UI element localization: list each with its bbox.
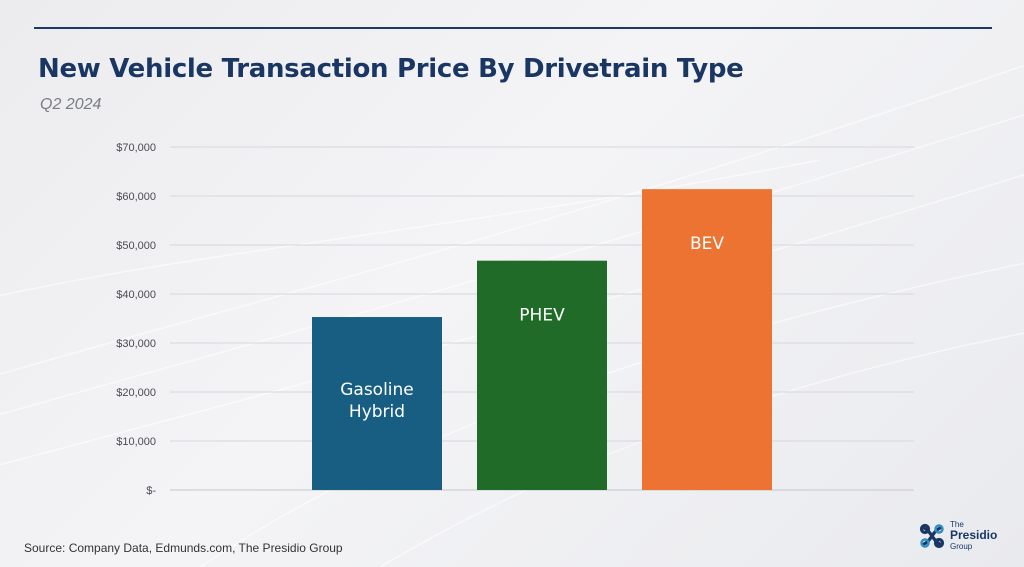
logo-text-group: Group: [950, 542, 973, 551]
bars: [312, 189, 772, 490]
top-divider: [34, 27, 992, 29]
y-tick-label: $20,000: [116, 387, 156, 399]
bar-label: BEV: [690, 234, 724, 254]
logo-text-the: The: [950, 520, 964, 529]
y-axis-ticks: $- $10,000 $20,000 $30,000 $40,000 $50,000 $60…: [116, 142, 156, 497]
y-tick-label: $10,000: [116, 436, 156, 448]
chart-title: New Vehicle Transaction Price By Drivetr…: [38, 54, 744, 84]
logo-text-presidio: Presidio: [950, 528, 998, 542]
bar-label: PHEV: [519, 306, 565, 326]
bar-gasoline-hybrid: [312, 317, 442, 490]
presidio-logo-icon: [919, 523, 945, 549]
y-tick-label: $30,000: [116, 338, 156, 350]
y-tick-label: $60,000: [116, 191, 156, 203]
y-tick-label: $70,000: [116, 142, 156, 154]
bar-labels: Gasoline Hybrid PHEV BEV: [340, 234, 724, 422]
bar-phev: [477, 260, 607, 490]
y-tick-label: $40,000: [116, 289, 156, 301]
y-tick-label: $-: [146, 485, 156, 497]
chart-subtitle: Q2 2024: [40, 96, 102, 113]
y-tick-label: $50,000: [116, 240, 156, 252]
bar-bev: [642, 189, 772, 490]
presidio-logo: The Presidio Group: [918, 520, 1008, 552]
bar-label: Gasoline Hybrid: [340, 380, 414, 422]
source-note: Source: Company Data, Edmunds.com, The P…: [24, 541, 343, 555]
